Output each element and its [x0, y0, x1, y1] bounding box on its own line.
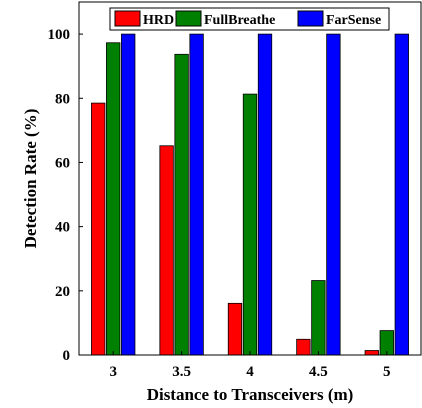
x-tick-label: 3.5 [172, 364, 191, 380]
y-tick-label: 60 [55, 155, 70, 171]
x-tick-label: 4.5 [309, 364, 328, 380]
bar-fullbreathe-4 [242, 93, 258, 356]
y-tick-label: 80 [55, 91, 70, 107]
bar-hrd-4 [227, 302, 243, 356]
bar-fullbreathe-3 [106, 42, 121, 356]
y-tick-label: 20 [55, 284, 70, 300]
bar-hrd-3.5 [159, 145, 174, 356]
y-axis-label: Detection Rate (%) [21, 109, 40, 249]
legend-label-farsense: FarSense [326, 13, 381, 28]
x-axis-label: Distance to Transceivers (m) [147, 385, 354, 404]
bar-hrd-3 [91, 102, 106, 356]
bar-farsense-5 [394, 33, 409, 356]
bar-fullbreathe-4.5 [311, 280, 326, 356]
bar-farsense-4 [257, 33, 273, 356]
y-tick-label: 100 [48, 27, 71, 43]
legend-swatch-hrd [114, 10, 141, 27]
legend-label-fullbreathe: FullBreathe [204, 13, 275, 28]
bar-hrd-5 [364, 350, 379, 356]
y-tick-label: 0 [63, 348, 71, 364]
legend-swatch-farsense [297, 10, 324, 27]
legend: HRD FullBreathe FarSense [109, 7, 390, 31]
y-tick-label: 40 [55, 220, 70, 236]
plot-frame [78, 1, 422, 356]
x-tick-label: 3 [109, 364, 117, 380]
bar-fullbreathe-3.5 [174, 53, 189, 356]
x-tick-label: 4 [246, 364, 254, 380]
legend-label-hrd: HRD [143, 13, 174, 28]
legend-swatch-fullbreathe [175, 10, 202, 27]
bar-farsense-3 [121, 33, 136, 356]
bar-farsense-4.5 [326, 33, 341, 356]
bar-farsense-3.5 [189, 33, 204, 356]
bar-hrd-4.5 [296, 338, 311, 356]
bars-layer [91, 33, 409, 356]
x-tick-label: 5 [383, 364, 391, 380]
